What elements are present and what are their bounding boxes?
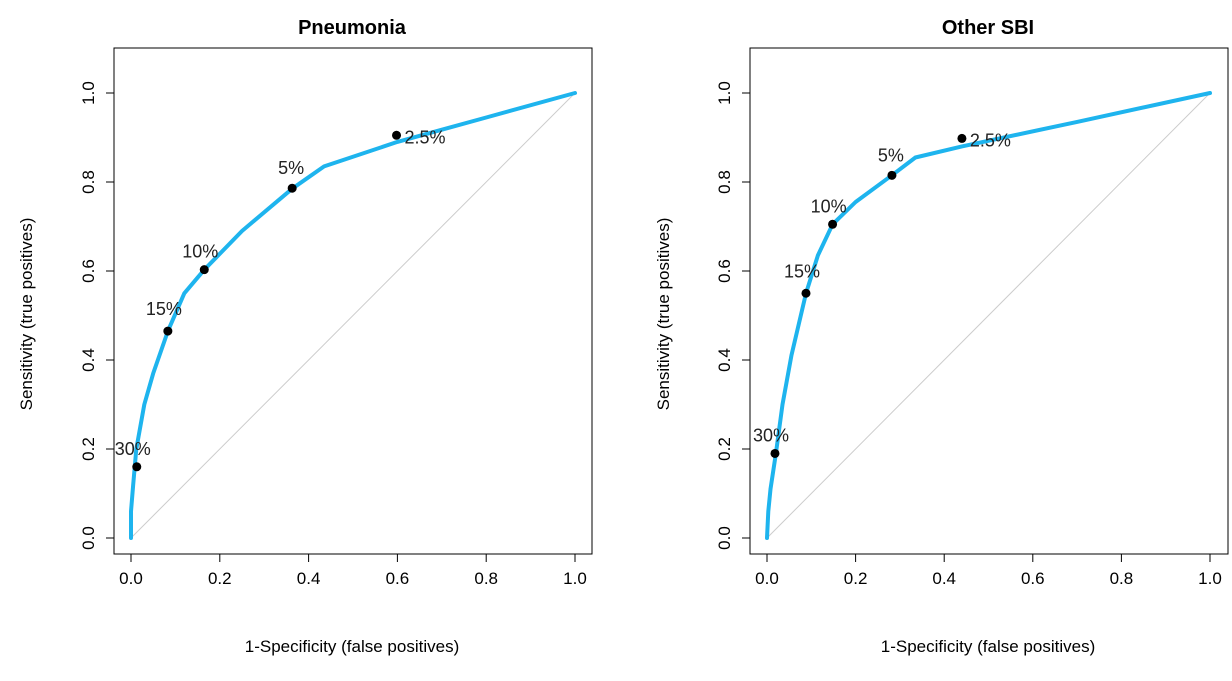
x-tick-label: 0.6 [1021,569,1045,588]
x-tick-label: 1.0 [1198,569,1222,588]
reference-diagonal [766,92,1211,539]
threshold-label: 15% [784,261,820,281]
x-tick-label: 0.8 [1110,569,1134,588]
roc-curve [129,91,577,540]
chart-title: Pneumonia [298,17,407,39]
threshold-point [199,265,209,275]
y-tick-label: 0.4 [715,348,734,372]
y-tick-label: 0.2 [79,437,98,461]
threshold-label: 5% [278,158,304,178]
threshold-point [770,448,780,458]
x-tick-label: 0.0 [755,569,779,588]
threshold-point [287,183,297,193]
x-tick-label: 0.0 [119,569,143,588]
reference-diagonal [130,92,576,539]
threshold-label: 2.5% [405,127,446,147]
y-axis-label: Sensitivity (true positives) [654,218,673,411]
x-tick-label: 1.0 [563,569,587,588]
threshold-label: 5% [878,145,904,165]
threshold-label: 10% [182,242,218,262]
x-tick-label: 0.4 [297,569,321,588]
x-axis-label: 1-Specificity (false positives) [245,637,459,656]
threshold-label: 30% [115,439,151,459]
x-tick-label: 0.6 [386,569,410,588]
y-tick-label: 0.6 [79,259,98,283]
y-tick-label: 0.2 [715,437,734,461]
x-axis-label: 1-Specificity (false positives) [881,637,1095,656]
threshold-label: 2.5% [970,130,1011,150]
y-tick-label: 0.4 [79,348,98,372]
x-tick-label: 0.8 [474,569,498,588]
y-tick-label: 1.0 [79,81,98,105]
threshold-point [801,288,811,298]
y-axis-label: Sensitivity (true positives) [17,218,36,411]
threshold-point [957,133,967,143]
chart-title: Other SBI [942,17,1034,39]
y-tick-label: 1.0 [715,81,734,105]
threshold-point [392,130,402,140]
plot-frame [749,47,1229,555]
y-tick-label: 0.8 [715,170,734,194]
threshold-label: 30% [753,425,789,445]
x-tick-label: 0.2 [844,569,868,588]
x-tick-label: 0.4 [932,569,956,588]
threshold-label: 15% [146,299,182,319]
threshold-label: 10% [811,196,847,216]
y-tick-label: 0.8 [79,170,98,194]
roc-curve [765,91,1212,540]
x-tick-label: 0.2 [208,569,232,588]
threshold-point [828,219,838,229]
y-tick-label: 0.6 [715,259,734,283]
threshold-point [132,462,142,472]
threshold-point [163,326,173,336]
threshold-point [887,170,897,180]
y-tick-label: 0.0 [715,526,734,550]
chart-other-sbi: Other SBI 0.0 0.2 0.4 0.6 0.8 1.0 0.0 0.2 0.4 0.6 0… [654,17,1229,656]
plot-frame [113,47,593,555]
y-tick-label: 0.0 [79,526,98,550]
chart-pneumonia: Pneumonia 0.0 0.2 0.4 0.6 0.8 1.0 0.0 0.2 0.4 0.6 0… [17,17,593,656]
